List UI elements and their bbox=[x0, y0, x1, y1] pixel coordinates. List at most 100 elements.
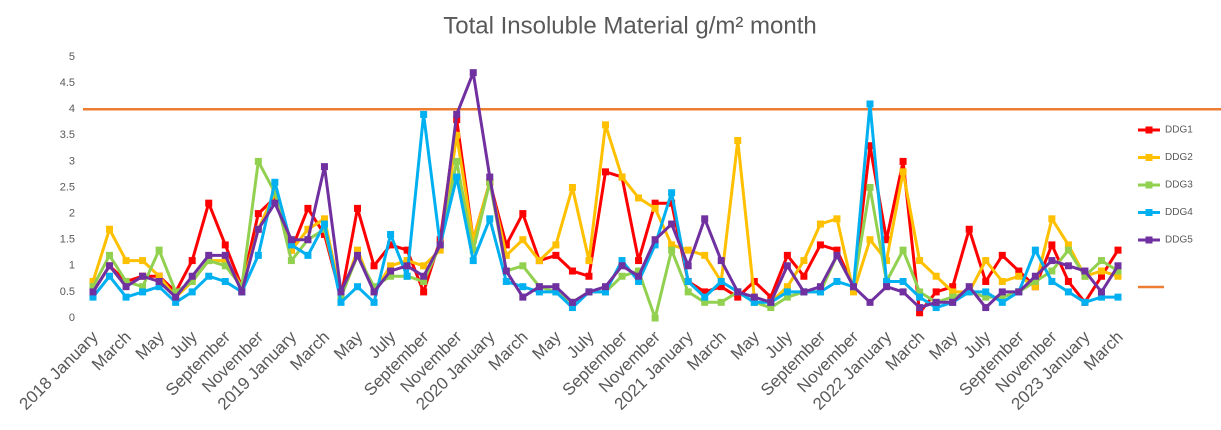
series-marker bbox=[122, 257, 130, 265]
x-tick-label: May bbox=[529, 327, 565, 363]
series-marker bbox=[750, 277, 758, 285]
series-marker bbox=[1064, 241, 1072, 249]
series-marker bbox=[1081, 298, 1089, 306]
series-marker bbox=[552, 288, 560, 296]
series-marker bbox=[965, 225, 973, 233]
series-marker bbox=[271, 189, 279, 197]
series-marker bbox=[370, 298, 378, 306]
series-marker bbox=[89, 293, 97, 301]
series-marker bbox=[602, 288, 609, 296]
series-marker bbox=[717, 283, 725, 291]
series-marker bbox=[287, 241, 295, 249]
series-marker bbox=[172, 288, 180, 296]
series-marker bbox=[651, 241, 659, 249]
series-marker bbox=[502, 267, 510, 275]
x-tick-label: 2018 January bbox=[16, 327, 103, 414]
series-marker bbox=[866, 236, 874, 244]
series-marker bbox=[982, 304, 990, 312]
series-marker bbox=[866, 100, 874, 108]
series-marker bbox=[205, 272, 213, 280]
series-marker bbox=[139, 257, 147, 265]
series-marker bbox=[155, 277, 163, 285]
series-marker bbox=[668, 246, 676, 254]
series-marker bbox=[453, 173, 461, 181]
series-marker bbox=[568, 304, 576, 312]
series-marker bbox=[1031, 272, 1039, 280]
series-marker bbox=[139, 288, 147, 296]
series-marker bbox=[254, 251, 262, 259]
series-marker bbox=[519, 283, 527, 291]
series-marker bbox=[932, 298, 940, 306]
x-tick-label: May bbox=[925, 327, 961, 363]
series-marker bbox=[502, 241, 510, 249]
series-marker bbox=[122, 277, 130, 285]
x-tick-label: May bbox=[132, 327, 168, 363]
y-tick-label: 1 bbox=[69, 260, 75, 272]
y-tick-label: 4 bbox=[69, 103, 75, 115]
legend-marker bbox=[1145, 209, 1153, 216]
series-marker bbox=[734, 288, 742, 296]
legend-label: DDG4 bbox=[1165, 207, 1193, 218]
series-marker bbox=[1097, 267, 1105, 275]
series-marker bbox=[1048, 267, 1056, 275]
series-marker bbox=[535, 257, 543, 265]
series-marker bbox=[1064, 262, 1072, 270]
series-marker bbox=[436, 246, 444, 254]
series-marker bbox=[519, 210, 527, 218]
series-marker bbox=[949, 293, 957, 301]
series-marker bbox=[1048, 277, 1056, 285]
series-marker bbox=[287, 257, 295, 265]
series-marker bbox=[585, 288, 593, 296]
y-tick-label: 3.5 bbox=[60, 129, 75, 141]
y-tick-label: 1.5 bbox=[60, 234, 75, 246]
series-marker bbox=[188, 288, 196, 296]
series-marker bbox=[833, 277, 841, 285]
y-tick-label: 4.5 bbox=[60, 77, 75, 89]
y-tick-label: 2.5 bbox=[60, 181, 75, 193]
legend-label: DDG1 bbox=[1165, 125, 1193, 136]
series-marker bbox=[469, 246, 477, 254]
series-marker bbox=[800, 288, 808, 296]
series-marker bbox=[849, 288, 857, 296]
series-marker bbox=[932, 288, 940, 296]
series-marker bbox=[420, 272, 428, 280]
series-marker bbox=[734, 293, 742, 301]
series-marker bbox=[205, 251, 213, 259]
series-marker bbox=[750, 298, 758, 306]
series-marker bbox=[354, 246, 362, 254]
series-marker bbox=[800, 257, 808, 265]
series-marker bbox=[387, 267, 395, 275]
series-marker bbox=[535, 288, 543, 296]
series-marker bbox=[701, 293, 709, 301]
series-marker bbox=[172, 298, 180, 306]
series-marker bbox=[635, 257, 643, 265]
series-marker bbox=[320, 220, 328, 228]
series-marker bbox=[89, 288, 97, 296]
series-marker bbox=[1048, 241, 1056, 249]
series-marker bbox=[188, 277, 196, 285]
series-marker bbox=[271, 178, 279, 186]
y-tick-label: 0.5 bbox=[60, 286, 75, 298]
series-marker bbox=[122, 283, 130, 291]
series-marker bbox=[502, 251, 510, 259]
series-marker bbox=[684, 262, 692, 270]
series-marker bbox=[602, 121, 609, 129]
series-marker bbox=[1048, 257, 1056, 265]
series-marker bbox=[783, 293, 791, 301]
series-marker bbox=[998, 277, 1006, 285]
series-marker bbox=[420, 110, 428, 118]
series-marker bbox=[337, 298, 345, 306]
series-marker bbox=[734, 137, 742, 145]
series-marker bbox=[717, 257, 725, 265]
series-marker bbox=[916, 309, 924, 317]
series-marker bbox=[304, 236, 312, 244]
series-marker bbox=[965, 288, 973, 296]
legend-marker bbox=[1145, 236, 1153, 244]
series-marker bbox=[453, 131, 461, 139]
series-marker bbox=[403, 262, 411, 270]
series-marker bbox=[635, 277, 643, 285]
series-marker bbox=[668, 189, 676, 197]
series-marker bbox=[155, 272, 163, 280]
series-marker bbox=[833, 215, 841, 223]
series-marker bbox=[618, 272, 626, 280]
